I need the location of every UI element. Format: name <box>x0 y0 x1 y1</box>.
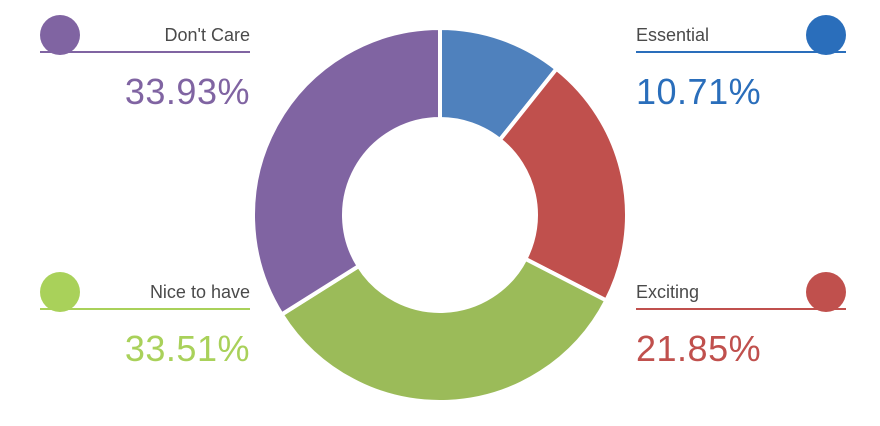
legend-line-essential <box>636 51 846 53</box>
donut-slice-don-t-care <box>251 26 442 317</box>
legend-value-nice-to-have: 33.51% <box>124 328 250 369</box>
legend-dot-nice-to-have <box>40 272 80 312</box>
legend-line-nice-to-have <box>40 308 250 310</box>
legend-value-dont-care: 33.93% <box>124 71 250 112</box>
legend-line-dont-care <box>40 51 250 53</box>
legend-label-essential: Essential <box>636 25 710 45</box>
legend-label-dont-care: Don't Care <box>164 25 250 45</box>
legend-dot-essential <box>806 15 846 55</box>
legend-value-essential: 10.71% <box>636 71 762 112</box>
legend-line-exciting <box>636 308 846 310</box>
donut-slice-exciting <box>497 66 629 303</box>
legend-label-exciting: Exciting <box>636 282 700 302</box>
donut-slice-nice-to-have <box>279 256 609 404</box>
legend-value-exciting: 21.85% <box>636 328 762 369</box>
legend-dot-dont-care <box>40 15 80 55</box>
legend-dot-exciting <box>806 272 846 312</box>
legend-label-nice-to-have: Nice to have <box>149 282 250 302</box>
